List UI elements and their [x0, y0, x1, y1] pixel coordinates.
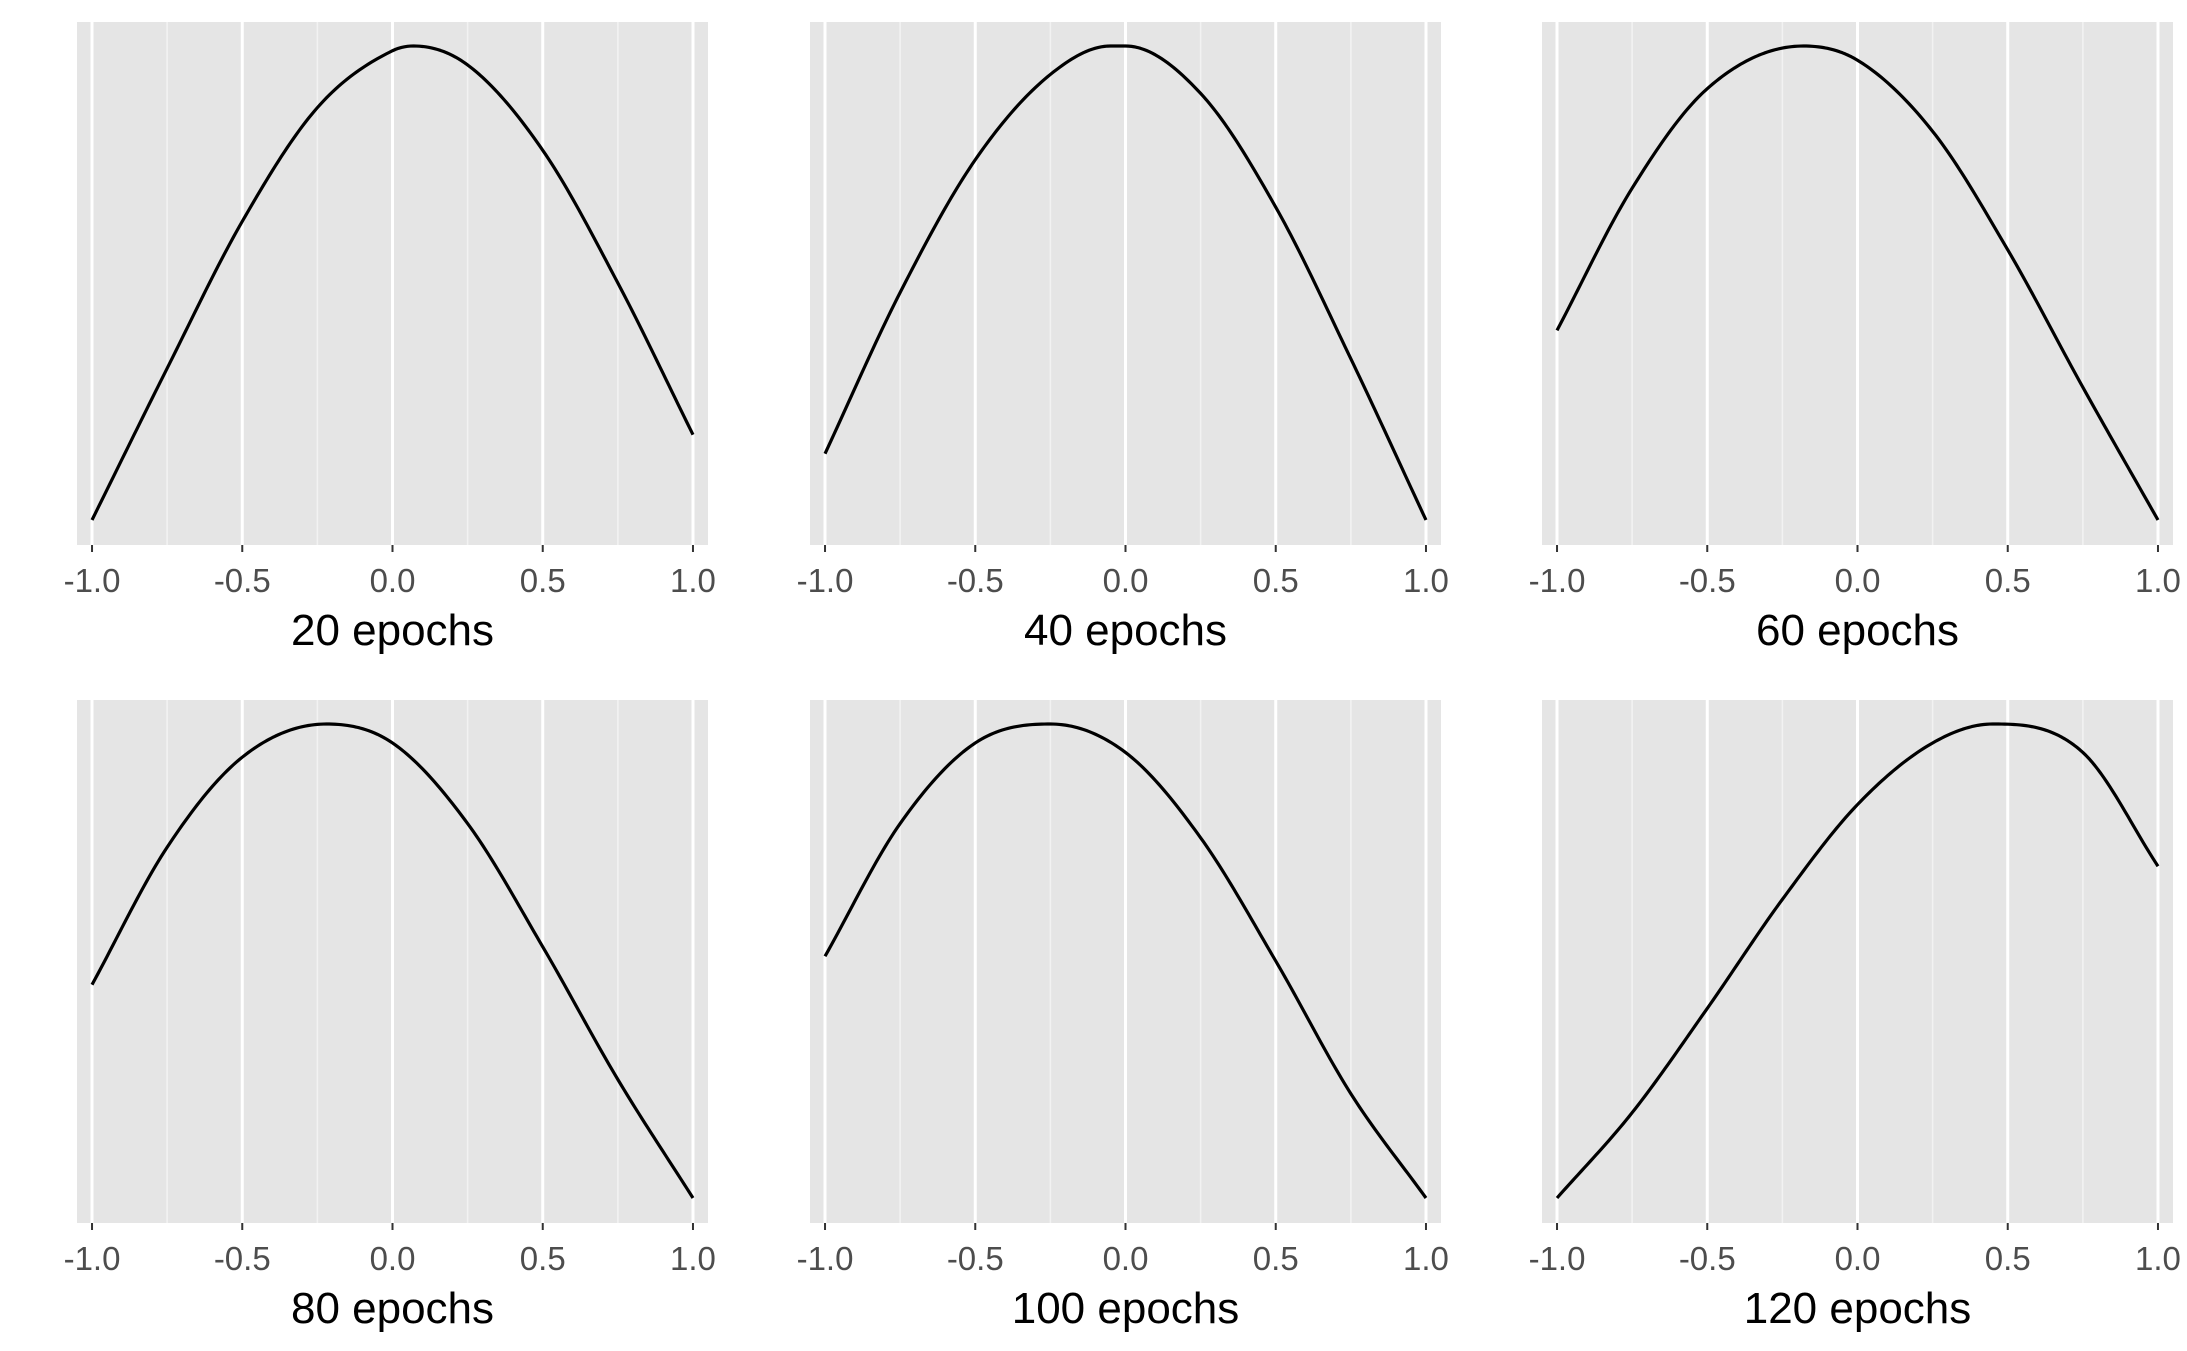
x-tick-label: -0.5 [1679, 1240, 1736, 1277]
x-tick-label: 0.5 [1253, 562, 1299, 599]
x-tick-label: -0.5 [947, 562, 1004, 599]
series-line [90, 722, 695, 1199]
panel-4: -1.0 -0.5 0.0 0.5 1.0 80 epochs [64, 700, 716, 1333]
x-axis-title: 40 epochs [1024, 606, 1227, 655]
x-tick-label: 1.0 [2135, 1240, 2181, 1277]
x-tick-label: 0.0 [370, 562, 416, 599]
x-tick-label: 1.0 [1403, 1240, 1449, 1277]
x-tick-label: 1.0 [670, 562, 716, 599]
x-tick-label: 0.0 [1103, 1240, 1149, 1277]
panel-1: -1.0 -0.5 0.0 0.5 1.0 20 epochs [64, 22, 716, 655]
x-tick-label: -0.5 [947, 1240, 1004, 1277]
series-line [823, 44, 1428, 521]
x-tick-label: 1.0 [670, 1240, 716, 1277]
x-tick-label: 1.0 [2135, 562, 2181, 599]
x-tick-label: 1.0 [1403, 562, 1449, 599]
x-tick-label: 0.0 [1103, 562, 1149, 599]
x-tick-label: -0.5 [214, 1240, 271, 1277]
series-line [90, 44, 695, 521]
x-tick-label: -0.5 [1679, 562, 1736, 599]
x-axis-title: 120 epochs [1744, 1284, 1972, 1333]
x-axis-title: 80 epochs [291, 1284, 494, 1333]
x-tick-label: 0.5 [1985, 1240, 2031, 1277]
x-tick-label: -1.0 [797, 1240, 854, 1277]
x-axis-title: 60 epochs [1756, 606, 1959, 655]
panel-2: -1.0 -0.5 0.0 0.5 1.0 40 epochs [797, 22, 1449, 655]
x-tick-label: 0.0 [1835, 562, 1881, 599]
series-line [1555, 44, 2160, 521]
x-tick-label: 0.0 [370, 1240, 416, 1277]
x-tick-label: 0.5 [520, 562, 566, 599]
x-tick-label: -1.0 [64, 562, 121, 599]
panel-5: -1.0 -0.5 0.0 0.5 1.0 100 epochs [797, 700, 1449, 1333]
panel-3: -1.0 -0.5 0.0 0.5 1.0 60 epochs [1529, 22, 2181, 655]
x-tick-label: 0.0 [1835, 1240, 1881, 1277]
panel-6: -1.0 -0.5 0.0 0.5 1.0 120 epochs [1529, 700, 2181, 1333]
x-tick-label: -1.0 [1529, 562, 1586, 599]
x-tick-label: -0.5 [214, 562, 271, 599]
x-tick-label: -1.0 [64, 1240, 121, 1277]
series-line [823, 722, 1428, 1199]
x-axis-title: 20 epochs [291, 606, 494, 655]
series-line [1555, 722, 2160, 1200]
x-tick-label: 0.5 [1985, 562, 2031, 599]
x-tick-label: -1.0 [797, 562, 854, 599]
x-tick-label: 0.5 [520, 1240, 566, 1277]
x-tick-label: -1.0 [1529, 1240, 1586, 1277]
x-axis-title: 100 epochs [1012, 1284, 1240, 1333]
x-tick-label: 0.5 [1253, 1240, 1299, 1277]
